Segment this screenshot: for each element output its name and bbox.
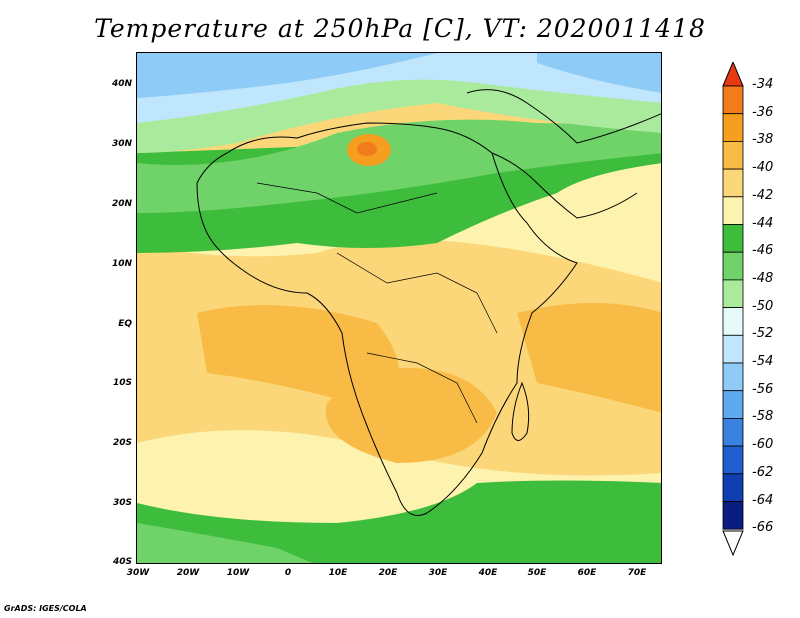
colorbar-cells — [722, 85, 744, 530]
colorbar — [720, 62, 746, 558]
map-title: Temperature at 250hPa [C], VT: 202001141… — [94, 14, 706, 43]
colorbar-label: -52 — [752, 326, 774, 342]
colorbar-label: -64 — [752, 492, 774, 508]
country-borders-1 — [256, 182, 438, 214]
colorbar-label: -50 — [752, 298, 774, 314]
southern-green-band — [137, 480, 661, 563]
northern-blue-band — [137, 53, 437, 98]
colorbar-label: -36 — [752, 104, 774, 120]
colorbar-graphic — [722, 62, 744, 557]
colorbar-label: -62 — [752, 464, 774, 480]
colorbar-label: -42 — [752, 187, 774, 203]
map-canvas — [137, 53, 661, 563]
northeast-blue-band — [537, 53, 661, 93]
lon-label-20w: 20W — [176, 568, 200, 578]
colorbar-cell — [722, 307, 744, 336]
northern-green-band-2 — [137, 119, 661, 213]
colorbar-cell — [722, 390, 744, 419]
colorbar-label: -46 — [752, 243, 774, 259]
colorbar-cell — [722, 417, 744, 447]
lat-label-40n: 40N — [111, 79, 132, 89]
lon-label-70e: 70E — [627, 568, 647, 578]
warm-patch-east — [517, 303, 661, 413]
lat-label-30n: 30N — [111, 139, 132, 149]
colorbar-label: -54 — [752, 354, 774, 369]
lon-label-30e: 30E — [428, 568, 448, 578]
colorbar-cell — [722, 113, 744, 142]
colorbar-cell — [722, 224, 744, 253]
lat-label-10s: 10S — [112, 378, 132, 388]
colorbar-cell — [722, 85, 744, 115]
colorbar-cell — [722, 501, 744, 530]
colorbar-label: -44 — [752, 215, 774, 231]
colorbar-cell — [722, 168, 744, 198]
southern-green-band-2 — [137, 523, 313, 563]
lon-label-60e: 60E — [577, 568, 597, 578]
colorbar-cell — [722, 445, 744, 475]
lon-label-30w: 30W — [126, 568, 150, 578]
colorbar-bottom-arrow — [722, 530, 744, 557]
lon-label-40e: 40E — [478, 568, 498, 578]
colorbar-label: -48 — [752, 270, 774, 286]
colorbar-cell — [722, 473, 744, 502]
lat-label-40s: 40S — [112, 557, 132, 567]
lon-label-20e: 20E — [378, 568, 398, 578]
colorbar-label: -56 — [752, 381, 774, 397]
colorbar-label: -34 — [752, 77, 774, 92]
colorbar-cell — [722, 196, 744, 225]
colorbar-label: -40 — [752, 160, 774, 176]
colorbar-cell — [722, 334, 744, 364]
lon-label-50e: 50E — [527, 568, 547, 578]
lat-label-10n: 10N — [111, 259, 132, 269]
lat-label-30s: 30S — [112, 498, 132, 508]
lon-label-10w: 10W — [226, 568, 250, 578]
colorbar-cell — [722, 362, 744, 392]
arabia-coast — [491, 152, 638, 219]
lat-label-20s: 20S — [112, 438, 132, 448]
lon-label-0: 0 — [284, 568, 292, 578]
africa-coastline — [196, 122, 578, 516]
colorbar-label: -58 — [752, 409, 774, 425]
sahara-warm-core — [357, 142, 377, 156]
colorbar-cell — [722, 279, 744, 308]
colorbar-label: -66 — [752, 520, 774, 536]
grads-credit: GrADS: IGES/COLA — [4, 604, 87, 613]
colorbar-label: -38 — [752, 132, 774, 148]
country-borders-2 — [336, 252, 498, 334]
lon-label-10e: 10E — [328, 568, 348, 578]
country-borders-3 — [366, 352, 478, 424]
lat-label-20n: 20N — [111, 199, 132, 209]
warm-patch-south — [325, 368, 497, 463]
colorbar-label: -60 — [752, 437, 774, 453]
madagascar-outline — [511, 381, 530, 441]
europe-asia-coast — [466, 89, 661, 144]
colorbar-cell — [722, 251, 744, 281]
colorbar-top-arrow — [722, 62, 744, 87]
temperature-map — [136, 52, 662, 564]
lat-label-eq: EQ — [118, 319, 132, 329]
colorbar-cell — [722, 141, 744, 170]
